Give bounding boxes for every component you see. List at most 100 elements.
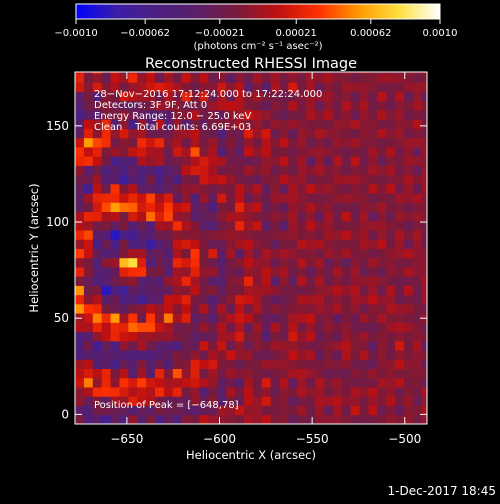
heatmap-cell xyxy=(226,276,236,286)
heatmap-cell xyxy=(75,82,85,93)
heatmap-cell xyxy=(315,100,325,111)
heatmap-cell xyxy=(270,396,280,406)
heatmap-cell xyxy=(332,285,343,296)
heatmap-cell xyxy=(110,230,120,240)
heatmap-cell xyxy=(359,202,369,213)
heatmap-cell xyxy=(75,156,85,166)
heatmap-cell xyxy=(155,331,165,342)
heatmap-cell xyxy=(217,202,227,213)
heatmap-cell xyxy=(119,128,129,139)
heatmap-cell xyxy=(332,303,343,314)
heatmap-cell xyxy=(75,110,85,120)
heatmap-cell xyxy=(119,82,129,93)
heatmap-cell xyxy=(199,193,209,203)
heatmap-cell xyxy=(421,368,427,379)
heatmap-cell xyxy=(128,211,138,222)
heatmap-cell xyxy=(128,165,138,176)
heatmap-cell xyxy=(181,82,191,93)
heatmap-cell xyxy=(190,183,200,194)
heatmap-cell xyxy=(297,165,307,176)
heatmap-cell xyxy=(217,285,227,296)
heatmap-cell xyxy=(279,340,289,351)
heatmap-cell xyxy=(137,331,147,342)
heatmap-cell xyxy=(217,100,227,111)
heatmap-cell xyxy=(279,91,289,102)
heatmap-cell xyxy=(306,82,316,93)
heatmap-cell xyxy=(288,211,298,222)
heatmap-cell xyxy=(404,100,414,111)
heatmap-cell xyxy=(146,91,156,102)
heatmap-cell xyxy=(412,73,423,83)
heatmap-cell xyxy=(297,239,307,249)
heatmap-cell xyxy=(119,303,129,314)
heatmap-cell xyxy=(75,294,85,305)
heatmap-cell xyxy=(270,285,280,296)
heatmap-cell xyxy=(306,147,316,157)
heatmap-cell xyxy=(137,82,147,93)
heatmap-cell xyxy=(270,414,280,424)
heatmap-cell xyxy=(208,165,218,176)
heatmap-cell xyxy=(368,377,378,388)
heatmap-cell xyxy=(110,303,120,314)
heatmap-cell xyxy=(323,387,334,397)
heatmap-cell xyxy=(341,193,352,203)
heatmap-cell xyxy=(119,73,129,83)
heatmap-cell xyxy=(279,156,289,166)
heatmap-cell xyxy=(226,350,236,360)
heatmap-cell xyxy=(386,267,396,277)
heatmap-cell xyxy=(172,72,183,74)
heatmap-cell xyxy=(190,405,200,416)
heatmap-cell xyxy=(323,239,334,249)
heatmap-cell xyxy=(190,387,200,397)
heatmap-cell xyxy=(172,128,183,139)
heatmap-cell xyxy=(404,396,414,406)
heatmap-cell xyxy=(83,267,94,277)
heatmap-cell xyxy=(83,110,94,120)
heatmap-cell xyxy=(341,100,352,111)
heatmap-cell xyxy=(235,110,245,120)
heatmap-cell xyxy=(341,322,352,333)
heatmap-cell xyxy=(386,72,396,74)
heatmap-cell xyxy=(288,202,298,213)
heatmap-cell xyxy=(119,100,129,111)
heatmap-cell xyxy=(270,267,280,277)
heatmap-cell xyxy=(404,276,414,286)
heatmap-cell xyxy=(128,110,138,120)
heatmap-cell xyxy=(412,183,423,194)
heatmap-cell xyxy=(306,110,316,120)
heatmap-cell xyxy=(279,405,289,416)
heatmap-cell xyxy=(341,147,352,157)
heatmap-cell xyxy=(368,100,378,111)
heatmap-cell xyxy=(306,368,316,379)
heatmap-cell xyxy=(208,202,218,213)
heatmap-cell xyxy=(128,285,138,296)
heatmap-cell xyxy=(404,183,414,194)
heatmap-cell xyxy=(377,405,387,416)
heatmap-cell xyxy=(404,303,414,314)
heatmap-cell xyxy=(270,147,280,157)
heatmap-cell xyxy=(350,350,360,360)
heatmap-cell xyxy=(270,183,280,194)
heatmap-cell xyxy=(315,414,325,424)
heatmap-cell xyxy=(155,100,165,111)
heatmap-cell xyxy=(386,165,396,176)
heatmap-cell xyxy=(377,220,387,231)
heatmap-cell xyxy=(323,156,334,166)
heatmap-cell xyxy=(279,110,289,120)
heatmap-cell xyxy=(350,303,360,314)
heatmap-cell xyxy=(350,202,360,213)
heatmap-cell xyxy=(181,377,191,388)
heatmap-cell xyxy=(119,165,129,176)
heatmap-cell xyxy=(377,137,387,148)
heatmap-cell xyxy=(83,276,94,286)
heatmap-cell xyxy=(172,405,183,416)
heatmap-cell xyxy=(92,220,103,231)
heatmap-cell xyxy=(315,137,325,148)
heatmap-cell xyxy=(83,119,94,129)
heatmap-cell xyxy=(261,72,272,74)
heatmap-cell xyxy=(199,313,209,323)
heatmap-cell xyxy=(243,72,254,74)
heatmap-cell xyxy=(137,220,147,231)
heatmap-cell xyxy=(181,387,191,397)
heatmap-cell xyxy=(332,128,343,139)
